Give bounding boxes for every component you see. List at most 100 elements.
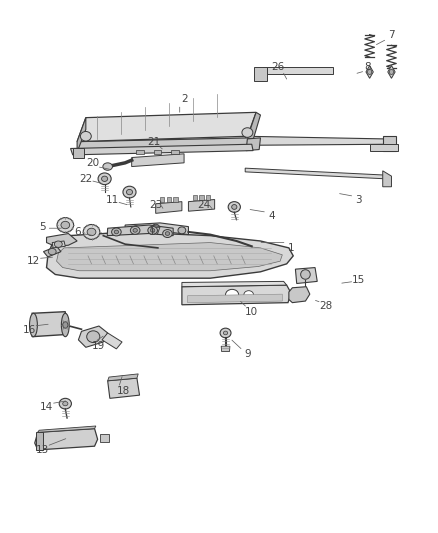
Polygon shape (125, 223, 188, 235)
Ellipse shape (83, 224, 100, 239)
Ellipse shape (232, 205, 237, 209)
Ellipse shape (133, 229, 138, 232)
Polygon shape (383, 136, 396, 151)
Polygon shape (199, 195, 204, 199)
Polygon shape (295, 268, 317, 284)
Text: 4: 4 (268, 211, 275, 221)
Polygon shape (245, 136, 392, 146)
Text: 24: 24 (197, 200, 210, 211)
Polygon shape (246, 138, 261, 151)
Polygon shape (136, 150, 144, 154)
Text: 11: 11 (106, 195, 119, 205)
Text: 21: 21 (147, 136, 160, 147)
Ellipse shape (162, 230, 172, 238)
Text: 14: 14 (40, 402, 53, 413)
Text: 22: 22 (79, 174, 92, 184)
Text: 1: 1 (288, 243, 294, 253)
Polygon shape (46, 233, 77, 246)
Ellipse shape (54, 241, 62, 247)
Polygon shape (78, 326, 108, 348)
Text: 17: 17 (149, 227, 162, 237)
Ellipse shape (152, 224, 159, 231)
Text: 16: 16 (22, 325, 36, 335)
Polygon shape (254, 67, 267, 82)
Polygon shape (77, 118, 86, 152)
Ellipse shape (165, 232, 170, 236)
Text: 10: 10 (245, 306, 258, 317)
Ellipse shape (57, 217, 74, 232)
Polygon shape (73, 149, 84, 158)
Ellipse shape (87, 331, 100, 343)
Text: 18: 18 (117, 386, 130, 397)
Ellipse shape (103, 163, 113, 170)
Polygon shape (108, 374, 138, 381)
Polygon shape (366, 66, 373, 78)
Text: 9: 9 (244, 349, 251, 359)
Polygon shape (245, 168, 385, 179)
Ellipse shape (242, 128, 253, 138)
Polygon shape (77, 112, 256, 142)
Ellipse shape (148, 227, 157, 235)
Ellipse shape (63, 401, 68, 406)
Ellipse shape (244, 290, 254, 298)
Ellipse shape (228, 201, 240, 212)
Polygon shape (71, 144, 253, 155)
Ellipse shape (389, 69, 394, 75)
Ellipse shape (127, 189, 133, 195)
Polygon shape (153, 150, 161, 154)
Ellipse shape (220, 328, 231, 338)
Polygon shape (182, 281, 287, 287)
Polygon shape (32, 312, 65, 337)
Ellipse shape (131, 227, 140, 235)
Polygon shape (182, 285, 291, 305)
Polygon shape (187, 294, 283, 303)
Ellipse shape (59, 398, 71, 409)
Text: 6: 6 (74, 227, 81, 237)
Ellipse shape (112, 228, 121, 236)
Polygon shape (247, 112, 261, 140)
Ellipse shape (29, 313, 37, 337)
Polygon shape (35, 429, 98, 450)
Polygon shape (173, 197, 177, 201)
Ellipse shape (123, 186, 136, 198)
Text: 3: 3 (355, 195, 362, 205)
Ellipse shape (61, 313, 69, 337)
Polygon shape (206, 195, 210, 199)
Polygon shape (155, 201, 182, 213)
Text: 2: 2 (181, 94, 187, 104)
Polygon shape (38, 426, 96, 432)
Polygon shape (370, 144, 398, 151)
Ellipse shape (63, 322, 68, 328)
Ellipse shape (132, 226, 140, 233)
Polygon shape (388, 66, 395, 78)
Text: 26: 26 (271, 62, 285, 72)
Text: 5: 5 (39, 222, 46, 232)
Polygon shape (193, 195, 197, 199)
Ellipse shape (81, 132, 91, 141)
Ellipse shape (114, 230, 119, 234)
Text: 15: 15 (352, 275, 365, 285)
Ellipse shape (150, 229, 155, 232)
Polygon shape (77, 138, 254, 152)
Polygon shape (108, 378, 140, 398)
Polygon shape (36, 432, 43, 450)
Ellipse shape (223, 331, 228, 335)
Polygon shape (171, 150, 179, 154)
Polygon shape (160, 197, 164, 201)
Polygon shape (383, 171, 392, 187)
Polygon shape (52, 241, 65, 248)
Text: 20: 20 (86, 158, 99, 168)
Polygon shape (188, 199, 215, 211)
Polygon shape (107, 225, 173, 236)
Ellipse shape (300, 270, 310, 279)
Ellipse shape (178, 227, 186, 234)
Text: 7: 7 (388, 30, 395, 41)
Text: 8: 8 (364, 62, 371, 72)
Polygon shape (102, 333, 122, 349)
Polygon shape (263, 67, 332, 74)
Polygon shape (57, 243, 283, 271)
Polygon shape (43, 246, 61, 257)
Ellipse shape (367, 69, 372, 75)
Polygon shape (46, 232, 293, 278)
Ellipse shape (98, 173, 111, 184)
